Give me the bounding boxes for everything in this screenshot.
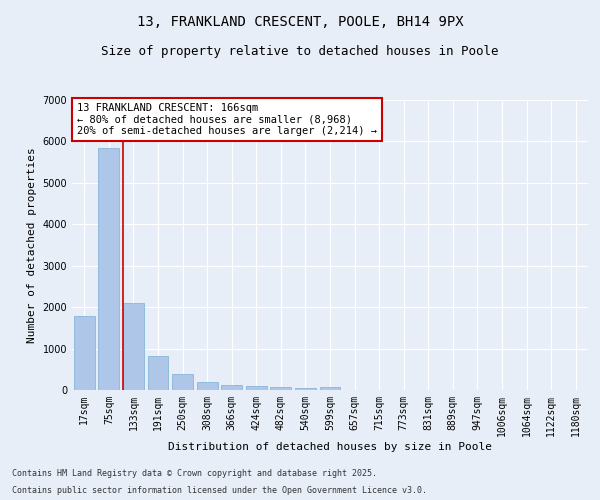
Bar: [221, 386, 242, 390]
Bar: [98, 148, 119, 390]
Text: 13, FRANKLAND CRESCENT, POOLE, BH14 9PX: 13, FRANKLAND CRESCENT, POOLE, BH14 9PX: [137, 15, 463, 29]
Bar: [246, 386, 267, 390]
Y-axis label: Number of detached properties: Number of detached properties: [27, 147, 37, 343]
X-axis label: Distribution of detached houses by size in Poole: Distribution of detached houses by size …: [168, 442, 492, 452]
Text: Contains public sector information licensed under the Open Government Licence v3: Contains public sector information licen…: [12, 486, 427, 495]
Bar: [197, 382, 218, 390]
Text: Size of property relative to detached houses in Poole: Size of property relative to detached ho…: [101, 45, 499, 58]
Text: 13 FRANKLAND CRESCENT: 166sqm
← 80% of detached houses are smaller (8,968)
20% o: 13 FRANKLAND CRESCENT: 166sqm ← 80% of d…: [77, 103, 377, 136]
Bar: [320, 387, 340, 390]
Text: Contains HM Land Registry data © Crown copyright and database right 2025.: Contains HM Land Registry data © Crown c…: [12, 468, 377, 477]
Bar: [123, 303, 144, 390]
Bar: [295, 388, 316, 390]
Bar: [271, 387, 292, 390]
Bar: [148, 356, 169, 390]
Bar: [172, 374, 193, 390]
Bar: [74, 316, 95, 390]
